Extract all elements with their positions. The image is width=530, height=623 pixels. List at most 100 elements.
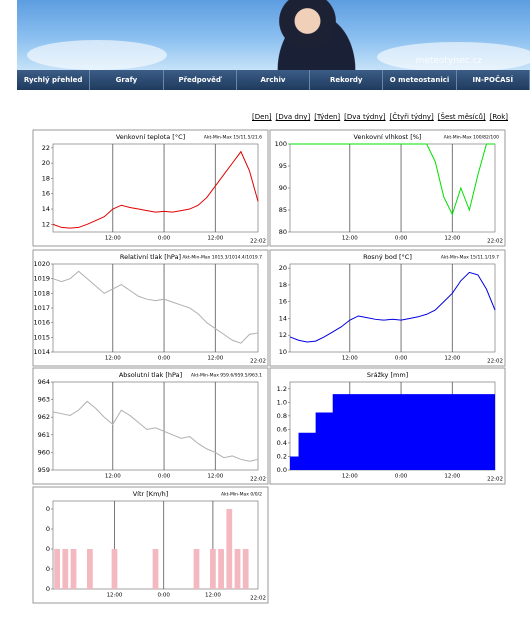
y-tick-label: 1016 bbox=[33, 319, 50, 327]
data-bar bbox=[218, 549, 224, 589]
data-bar bbox=[193, 549, 200, 589]
y-tick-label: 20 bbox=[279, 264, 287, 272]
header-banner: meteotynec.cz bbox=[17, 0, 530, 70]
y-tick-label: 1.2 bbox=[277, 385, 287, 393]
period-link[interactable]: [Dva dny] bbox=[275, 113, 311, 121]
data-line bbox=[289, 271, 496, 343]
cloud bbox=[27, 40, 167, 70]
plot-area bbox=[52, 143, 259, 233]
data-line bbox=[52, 400, 259, 462]
y-tick-label: 0 bbox=[46, 545, 50, 553]
cloud bbox=[377, 42, 530, 70]
x-tick-label: 0:00 bbox=[395, 356, 408, 362]
y-tick-label: 80 bbox=[279, 228, 287, 236]
x-tick-label: 0:00 bbox=[395, 236, 408, 242]
x-end-label: 22:02 bbox=[487, 239, 503, 245]
x-tick-label: 0:00 bbox=[158, 356, 171, 362]
x-tick-label: 0:00 bbox=[158, 474, 171, 480]
x-tick-label: 12:00 bbox=[444, 474, 460, 480]
chart-subtitle: Akt-Min-Max 100/82/100 bbox=[444, 135, 499, 141]
nav-item[interactable]: Předpověď bbox=[164, 70, 237, 90]
x-tick-label: 12:00 bbox=[105, 236, 121, 242]
data-bar bbox=[234, 549, 241, 589]
y-tick-label: 18 bbox=[279, 281, 287, 289]
x-tick-label: 12:00 bbox=[342, 236, 358, 242]
data-bar bbox=[242, 549, 249, 589]
y-tick-label: 0.8 bbox=[277, 412, 287, 420]
y-tick-label: 0.2 bbox=[277, 452, 287, 460]
y-tick-label: 10 bbox=[279, 348, 287, 356]
x-tick-label: 12:00 bbox=[207, 356, 223, 362]
y-tick-label: 1.0 bbox=[277, 398, 287, 406]
data-bar bbox=[210, 549, 216, 589]
x-tick-label: 12:00 bbox=[107, 593, 123, 599]
y-tick-label: 16 bbox=[279, 298, 287, 306]
x-tick-label: 0:00 bbox=[395, 474, 408, 480]
y-tick-label: 960 bbox=[38, 448, 50, 456]
x-tick-label: 12:00 bbox=[444, 356, 460, 362]
period-links: [Den] [Dva dny] [Týden] [Dva týdny] [Čtyři t… bbox=[252, 113, 508, 121]
nav-item[interactable]: Rekordy bbox=[310, 70, 384, 90]
chart-title: Venkovní teplota [°C] bbox=[116, 133, 185, 141]
nav-item[interactable]: Grafy bbox=[90, 70, 164, 90]
period-link[interactable]: [Čtyři týdny] bbox=[389, 113, 434, 121]
y-tick-label: 964 bbox=[38, 378, 50, 386]
x-tick-label: 12:00 bbox=[342, 474, 358, 480]
y-tick-label: 14 bbox=[279, 314, 287, 322]
period-link[interactable]: [Šest měsíců] bbox=[437, 113, 486, 121]
period-link[interactable]: [Dva týdny] bbox=[344, 113, 386, 121]
data-bar bbox=[111, 549, 118, 589]
data-line bbox=[52, 150, 259, 229]
y-tick-label: 962 bbox=[38, 413, 50, 421]
y-tick-label: 959 bbox=[38, 466, 50, 474]
y-tick-label: 1015 bbox=[33, 333, 50, 341]
x-end-label: 22:02 bbox=[250, 596, 266, 602]
x-end-label: 22:02 bbox=[487, 477, 503, 483]
y-tick-label: 85 bbox=[279, 206, 287, 214]
data-bar bbox=[62, 549, 69, 589]
x-tick-label: 12:00 bbox=[342, 356, 358, 362]
chart-subtitle: Akt-Min-Max 0/0/2 bbox=[221, 492, 262, 498]
y-tick-label: 0 bbox=[46, 585, 50, 593]
nav-item[interactable]: O meteostanici bbox=[383, 70, 457, 90]
nav-item[interactable]: IN-POČASÍ bbox=[457, 70, 530, 90]
y-tick-label: 90 bbox=[279, 184, 287, 192]
plot-area bbox=[289, 143, 496, 233]
chart-subtitle: Akt-Min-Max 15/11.1/19.7 bbox=[441, 255, 499, 261]
y-tick-label: 18 bbox=[42, 174, 50, 182]
period-link[interactable]: [Rok] bbox=[489, 113, 508, 121]
y-tick-label: 0 bbox=[46, 525, 50, 533]
period-link[interactable]: [Den] bbox=[252, 113, 272, 121]
x-tick-label: 0:00 bbox=[158, 593, 171, 599]
data-bar bbox=[70, 549, 77, 589]
chart-subtitle: Akt-Min-Max 15/11.5/21.6 bbox=[204, 135, 262, 141]
y-tick-label: 14 bbox=[42, 205, 50, 213]
period-link[interactable]: [Týden] bbox=[314, 113, 341, 121]
y-tick-label: 1018 bbox=[33, 289, 50, 297]
y-tick-label: 16 bbox=[42, 190, 50, 198]
data-bar bbox=[87, 549, 93, 589]
data-bar bbox=[152, 549, 159, 589]
y-tick-label: 1017 bbox=[33, 304, 50, 312]
data-line bbox=[52, 270, 259, 344]
x-tick-label: 12:00 bbox=[105, 356, 121, 362]
y-tick-label: 100 bbox=[275, 140, 287, 148]
x-tick-label: 12:00 bbox=[207, 474, 223, 480]
x-end-label: 22:02 bbox=[250, 359, 266, 365]
plot-area bbox=[52, 381, 259, 471]
chart-title: Relativní tlak [hPa] bbox=[120, 253, 181, 261]
nav-item[interactable]: Archiv bbox=[237, 70, 311, 90]
nav-item[interactable]: Rychlý přehled bbox=[17, 70, 91, 90]
y-tick-label: 12 bbox=[42, 220, 50, 228]
chart-subtitle: Akt-Min-Max 1015.3/1014.4/1019.7 bbox=[182, 255, 262, 261]
x-tick-label: 0:00 bbox=[158, 236, 171, 242]
x-tick-label: 12:00 bbox=[444, 236, 460, 242]
y-tick-label: 1014 bbox=[33, 348, 50, 356]
chart-title: Rosný bod [°C] bbox=[363, 253, 412, 261]
nav-bar: Rychlý přehled Grafy Předpověď Archiv Rekord… bbox=[17, 70, 530, 90]
data-bar bbox=[226, 509, 233, 589]
x-end-label: 22:02 bbox=[487, 359, 503, 365]
chart-title: Absolutní tlak [hPa] bbox=[119, 371, 182, 379]
chart-subtitle: Akt-Min-Max 959.6/959.5/963.1 bbox=[191, 373, 262, 379]
